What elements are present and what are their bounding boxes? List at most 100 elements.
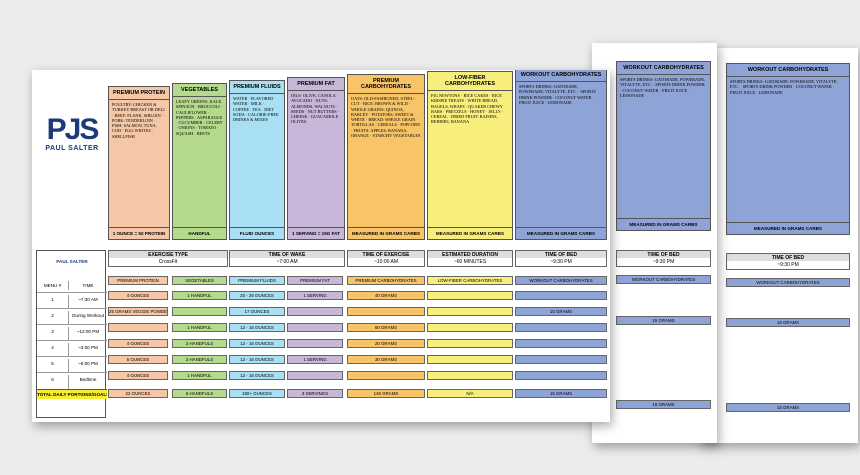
portion-cell [287, 339, 343, 348]
column-header: PREMIUM CARBOHYDRATES [347, 276, 425, 285]
portion-cell [287, 307, 343, 316]
category-items: WATER · FLAVORED WATER · MILK · COFFEE ·… [233, 96, 279, 123]
portion-cell: 1 SERVING [287, 291, 343, 300]
column-header: LOW-FIBER CARBOHYDRATES [427, 276, 513, 285]
back-sheet-1: WORKOUT CARBOHYDRATES SPORTS DRINKS: GAT… [592, 43, 717, 443]
meal-number: 4 [37, 343, 69, 357]
exercise-time-value: ~10:00 AM [347, 258, 425, 267]
column-header: PREMIUM FAT [287, 276, 343, 285]
meal-row: 3 ~12:00 PM [37, 324, 107, 341]
portion-cell [287, 323, 343, 332]
portion-cell: 12 - 16 OUNCES [229, 323, 285, 332]
column-header: VEGETABLES [172, 276, 227, 285]
category-box-3: PREMIUM FLUIDS WATER · FLAVORED WATER · … [229, 80, 285, 240]
category-box-6: LOW-FIBER CARBOHYDRATES FIG NEWTONS · RI… [427, 71, 513, 240]
portion-cell: 1 HANDFUL [172, 291, 227, 300]
back-sheet-2: WORKOUT CARBOHYDRATES SPORTS DRINKS: GAT… [700, 48, 858, 443]
category-title: PREMIUM FLUIDS [230, 81, 284, 94]
pjs-logo: PJS PAUL SALTER [42, 113, 102, 153]
category-title: PREMIUM CARBOHYDRATES [348, 75, 424, 94]
back2-bed-value: ~9:30 PM [726, 261, 850, 270]
portion-cell [427, 371, 513, 380]
total-label: TOTAL DAILY PORTIONS/GOALS [37, 389, 107, 399]
back2-category-title: WORKOUT CARBOHYDRATES [727, 64, 849, 77]
meal-time: ~7:30 AM [78, 297, 98, 302]
category-items: POULTRY: CHICKEN & TURKEY BREAST OR DELI… [112, 102, 165, 139]
portion-cell [427, 339, 513, 348]
back1-total: 15 GRAMS [616, 400, 711, 409]
meal-time: ~3:00 PM [78, 345, 98, 350]
portion-cell: 40 GRAMS [347, 291, 425, 300]
meal-row: 5 ~6:00 PM [37, 356, 107, 373]
logo-mark: PJS [46, 113, 100, 146]
portion-cell: 1 SERVING [287, 355, 343, 364]
meal-number: 2 [37, 311, 69, 325]
category-box-5: PREMIUM CARBOHYDRATES OATS: OLD-FASHIONE… [347, 74, 425, 240]
category-box-7: WORKOUT CARBOHYDRATES SPORTS DRINKS: GAT… [515, 70, 607, 240]
portion-cell: 5 OUNCES [108, 355, 168, 364]
time-header: TIME [82, 283, 94, 288]
portion-cell [172, 307, 227, 316]
duration-value: ~60 MINUTES [427, 258, 513, 267]
portion-cell [287, 371, 343, 380]
portion-cell: 12 - 16 OUNCES [229, 371, 285, 380]
portion-cell: 60 GRAMS [347, 323, 425, 332]
category-footer: MEASURED IN GRAMS CARBS [516, 227, 606, 239]
portion-cell: 20 GRAMS [347, 339, 425, 348]
category-items: OILS: OLIVE, CANOLA · AVOCADO · NUTS: AL… [291, 93, 341, 125]
category-title: LOW-FIBER CARBOHYDRATES [428, 72, 512, 91]
back1-category-items: SPORTS DRINKS: GATORADE, POWERADE, VITAL… [620, 77, 706, 98]
category-footer: FLUID OUNCES [230, 227, 284, 239]
column-header: PREMIUM PROTEIN [108, 276, 168, 285]
meal-row: 4 ~3:00 PM [37, 340, 107, 357]
portion-cell [515, 339, 607, 348]
portion-cell: 12 - 16 OUNCES [229, 339, 285, 348]
back2-category-items: SPORTS DRINKS: GATORADE, POWERADE, VITAL… [730, 79, 838, 95]
back1-workout-carbs-box: WORKOUT CARBOHYDRATES SPORTS DRINKS: GAT… [616, 61, 711, 231]
back1-category-title: WORKOUT CARBOHYDRATES [617, 62, 710, 75]
plan-name: PAUL SALTER [56, 259, 88, 264]
portion-cell [347, 371, 425, 380]
logo-name: PAUL SALTER [45, 145, 99, 152]
back1-category-footer: MEASURED IN GRAMS CARBS [617, 218, 710, 230]
portion-cell: 12 - 16 OUNCES [229, 355, 285, 364]
portion-cell: 25 GRAMS VEGGIE POWDER [108, 307, 168, 316]
meal-row: 2 During Workout [37, 308, 107, 325]
portion-cell: 1 HANDFUL [172, 371, 227, 380]
portion-cell: 2 HANDFULS [172, 355, 227, 364]
category-title: WORKOUT CARBOHYDRATES [516, 70, 606, 82]
portion-cell: 4 OUNCES [108, 339, 168, 348]
bed-value: ~9:30 PM [515, 258, 607, 267]
column-total: N/A [427, 389, 513, 398]
meal-time: ~12:00 PM [76, 329, 100, 334]
category-title: PREMIUM PROTEIN [109, 87, 169, 100]
category-title: VEGETABLES [173, 84, 226, 97]
meal-row: 1 ~7:30 AM [37, 292, 107, 309]
portion-cell [427, 291, 513, 300]
category-box-2: VEGETABLES LEAFY GREENS, KALE, SPINACH ·… [172, 83, 227, 240]
portion-cell [515, 371, 607, 380]
category-items: FIG NEWTONS · RICE CAKES · RICE KRISPIE … [431, 93, 504, 125]
back2-total: 15 GRAMS [726, 403, 850, 412]
back2-mid-value: 15 GRAMS [726, 318, 850, 327]
category-items: OATS: OLD-FASHIONED, STEEL-CUT · RICE: B… [351, 96, 421, 139]
column-total: 150+ OUNCES [229, 389, 285, 398]
column-header: PREMIUM FLUIDS [229, 276, 285, 285]
column-total: 145 GRAMS [347, 389, 425, 398]
meal-number: 5 [37, 359, 69, 373]
portion-cell: 17 OUNCES [229, 307, 285, 316]
category-title: PREMIUM FAT [288, 78, 344, 91]
category-footer: 1 OUNCE = 50 PROTEIN [109, 227, 169, 239]
meal-time: Bedtime [79, 377, 97, 382]
back1-bed-value: ~9:30 PM [616, 258, 711, 267]
back2-col-header: WORKOUT CARBOHYDRATES [726, 278, 850, 287]
meal-number: 3 [37, 327, 69, 341]
portion-cell [427, 323, 513, 332]
portion-cell [515, 355, 607, 364]
meal-time: ~6:00 PM [78, 361, 98, 366]
column-total: 22 OUNCES [108, 389, 168, 398]
column-total: 6 HANDFULS [172, 389, 227, 398]
portion-cell: 20 - 26 OUNCES [229, 291, 285, 300]
portion-cell: 4 OUNCES [108, 371, 168, 380]
back2-workout-carbs-box: WORKOUT CARBOHYDRATES SPORTS DRINKS: GAT… [726, 63, 850, 235]
